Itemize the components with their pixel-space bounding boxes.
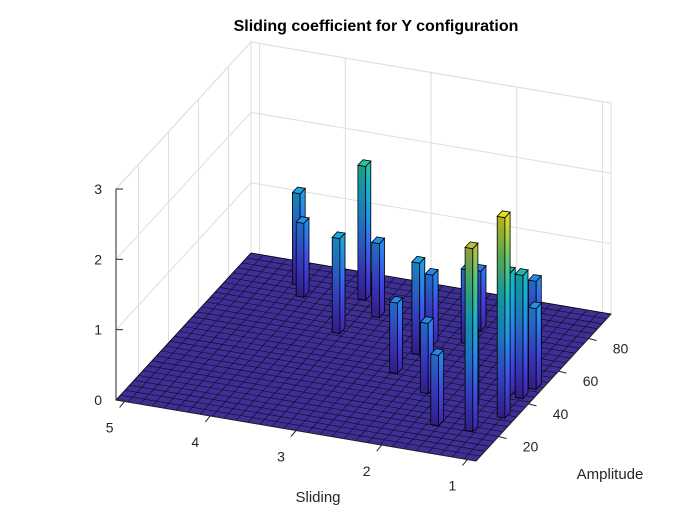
floor-mesh-line [187, 321, 549, 383]
floor-mesh-line [192, 316, 553, 378]
bar [370, 236, 386, 319]
bar [527, 301, 543, 391]
bar-front [522, 268, 529, 400]
floor-mesh-line [124, 389, 486, 452]
z-tick-label: 1 [94, 322, 102, 338]
bar-top [527, 301, 543, 310]
floor-mesh-line [160, 350, 522, 413]
floor-mesh-line [156, 355, 517, 418]
y-tick-mark [528, 403, 537, 407]
bars-layer [291, 159, 543, 433]
bar-side-shade [420, 322, 429, 394]
z-gridline [115, 41, 612, 190]
x-tick-mark [290, 430, 297, 437]
bar-side-shade [332, 237, 340, 334]
bar-top [496, 210, 511, 219]
bar-top [419, 316, 435, 324]
floor-mesh-line [147, 365, 508, 427]
bar-top [357, 159, 372, 167]
bar-top [331, 231, 346, 240]
y-tick-label: 20 [523, 439, 539, 455]
bar-side-shade [497, 216, 505, 419]
bar-side-shade [430, 354, 439, 426]
bar [388, 295, 404, 375]
bar-top [291, 186, 306, 195]
bar-front [365, 159, 372, 302]
y-axis-label: Amplitude [577, 466, 644, 483]
z-gridline [115, 111, 612, 260]
bar-front [504, 211, 511, 420]
bar-top [370, 236, 386, 245]
bar-top [527, 274, 543, 282]
floor-mesh-line [129, 385, 490, 447]
x-tick-label: 2 [363, 463, 371, 479]
z-tick-label: 3 [94, 181, 102, 197]
bar-front [438, 348, 445, 427]
bar-top [514, 268, 529, 276]
bar-side-shade [389, 301, 398, 374]
bar-front [480, 264, 487, 333]
bar [357, 159, 372, 302]
chart-title: Sliding coefficient for Y configuration [234, 18, 519, 35]
bar-side-shade [411, 261, 420, 355]
floor-mesh-line [151, 360, 513, 423]
y-tick-mark [498, 436, 507, 439]
bar [514, 268, 529, 400]
x-tick-label: 1 [449, 478, 457, 494]
floor-mesh-line [120, 394, 481, 457]
bar-top [388, 295, 404, 304]
bar [331, 231, 346, 335]
y-tick-mark [558, 370, 567, 374]
bar-front [396, 296, 403, 375]
bar-front [303, 216, 310, 299]
z-tick-label: 0 [94, 392, 102, 408]
y-tick-mark [588, 338, 597, 341]
bar-side-shade [357, 165, 366, 301]
floor-mesh-line [183, 326, 544, 388]
z-tick-label: 2 [94, 251, 102, 267]
bar-front [339, 232, 346, 335]
bar [295, 216, 310, 299]
axes-layer: 1 2 3 4 5 20 40 60 80 0 1 2 3 [94, 181, 628, 494]
bar-side-shade [371, 242, 380, 318]
x-tick-mark [119, 401, 125, 408]
y-tick-label: 80 [613, 341, 629, 357]
bar-top [411, 255, 426, 264]
y-tick-label: 60 [583, 373, 599, 389]
bar-front [535, 301, 542, 391]
bar-side-shade [465, 247, 473, 432]
x-axis-label: Sliding [295, 489, 340, 506]
floor-mesh-line [133, 380, 495, 442]
bar-top [464, 241, 479, 250]
bar-side-shade [296, 222, 304, 298]
y-tick-label: 40 [553, 406, 569, 422]
bar [464, 241, 479, 433]
bar [430, 348, 445, 427]
x-tick-mark [204, 415, 211, 423]
x-tick-label: 3 [277, 449, 285, 465]
bar-front [472, 242, 479, 433]
z-gridline [115, 182, 612, 331]
bar-front [509, 266, 516, 398]
x-tick-label: 5 [106, 420, 114, 436]
x-tick-label: 4 [191, 434, 199, 450]
bar-side-shade [528, 307, 537, 390]
bar-front [378, 237, 385, 319]
x-tick-mark [376, 444, 383, 452]
bar-side-shade [515, 274, 523, 399]
bar-top [295, 216, 310, 224]
bar-top [424, 267, 439, 276]
x-tick-mark [462, 459, 468, 466]
bar-top [430, 348, 445, 356]
bar [496, 210, 511, 420]
